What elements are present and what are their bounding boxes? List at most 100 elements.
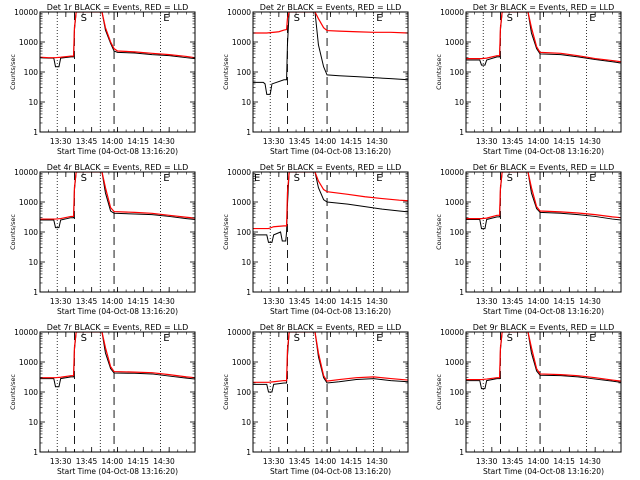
x-axis-label: Start Time (04-Oct-08 13:16:20) xyxy=(57,307,178,316)
x-tick-label: 14:00 xyxy=(315,457,337,466)
y-tick-label: 10000 xyxy=(14,328,38,337)
lld-series-line xyxy=(40,172,195,220)
y-axis-label: Counts/sec xyxy=(435,54,443,90)
lld-series-line xyxy=(253,12,408,34)
y-tick-label: 1000 xyxy=(232,198,251,207)
y-tick-label: 1000 xyxy=(232,358,251,367)
x-tick-label: 14:00 xyxy=(528,297,550,306)
panel-title: Det 6r BLACK = Events, RED = LLD xyxy=(473,163,615,172)
plot-frame xyxy=(39,11,196,133)
lld-series-line xyxy=(466,332,621,382)
panel-title: Det 4r BLACK = Events, RED = LLD xyxy=(47,163,189,172)
y-axis-label: Counts/sec xyxy=(9,374,17,410)
x-tick-label: 14:00 xyxy=(315,297,337,306)
y-tick-label: 1 xyxy=(459,288,464,297)
marker-e: E xyxy=(589,13,595,24)
x-tick-label: 14:15 xyxy=(553,137,575,146)
panel-title: Det 8r BLACK = Events, RED = LLD xyxy=(260,323,402,332)
y-axis-label: Counts/sec xyxy=(435,214,443,250)
events-series-line xyxy=(466,332,621,390)
plot-frame xyxy=(465,11,622,133)
x-tick-label: 14:15 xyxy=(553,457,575,466)
panel-6: 1 10 100 1000 10000 13:30 13:45 14:00 14:15 14:30… xyxy=(435,163,622,316)
marker-s: S xyxy=(507,13,513,24)
x-tick-label: 13:30 xyxy=(476,457,498,466)
plot-frame xyxy=(465,331,622,453)
panel-7: 1 10 100 1000 10000 13:30 13:45 14:00 14:15 14:30… xyxy=(9,323,196,476)
x-axis-label: Start Time (04-Oct-08 13:16:20) xyxy=(483,467,604,476)
x-tick-label: 13:30 xyxy=(50,297,72,306)
y-axis-label: Counts/sec xyxy=(9,214,17,250)
events-series-line xyxy=(253,332,408,393)
y-tick-label: 10 xyxy=(241,258,251,267)
events-series-line xyxy=(253,172,408,243)
x-tick-label: 14:15 xyxy=(553,297,575,306)
y-tick-label: 1 xyxy=(33,288,38,297)
x-axis-label: Start Time (04-Oct-08 13:16:20) xyxy=(57,467,178,476)
plot-frame xyxy=(252,171,409,293)
y-tick-label: 10000 xyxy=(227,168,251,177)
x-tick-label: 13:30 xyxy=(50,457,72,466)
y-tick-label: 1000 xyxy=(19,38,38,47)
y-tick-label: 10 xyxy=(454,258,464,267)
y-tick-label: 10000 xyxy=(440,168,464,177)
y-tick-label: 10 xyxy=(28,258,38,267)
y-tick-label: 1 xyxy=(459,448,464,457)
y-axis-label: Counts/sec xyxy=(222,54,230,90)
x-axis-label: Start Time (04-Oct-08 13:16:20) xyxy=(483,147,604,156)
x-axis-label: Start Time (04-Oct-08 13:16:20) xyxy=(483,307,604,316)
x-tick-label: 14:15 xyxy=(127,297,149,306)
y-tick-label: 10000 xyxy=(440,328,464,337)
plot-frame xyxy=(465,171,622,293)
plot-frame xyxy=(252,331,409,453)
x-tick-label: 13:30 xyxy=(476,137,498,146)
x-tick-label: 14:15 xyxy=(340,457,362,466)
x-tick-label: 13:45 xyxy=(502,137,524,146)
plot-frame xyxy=(39,171,196,293)
x-tick-label: 13:45 xyxy=(502,297,524,306)
y-tick-label: 100 xyxy=(237,388,252,397)
x-axis-label: Start Time (04-Oct-08 13:16:20) xyxy=(270,307,391,316)
events-series-line xyxy=(40,172,195,229)
events-series-line xyxy=(466,172,621,230)
x-tick-label: 14:30 xyxy=(366,137,388,146)
y-tick-label: 10000 xyxy=(227,328,251,337)
y-tick-label: 10 xyxy=(241,98,251,107)
lld-series-line xyxy=(40,332,195,379)
x-tick-label: 13:30 xyxy=(263,297,285,306)
y-tick-label: 100 xyxy=(237,228,252,237)
y-tick-label: 1000 xyxy=(445,358,464,367)
panel-title: Det 2r BLACK = Events, RED = LLD xyxy=(260,3,402,12)
y-tick-label: 1 xyxy=(246,128,251,137)
y-tick-label: 10000 xyxy=(14,8,38,17)
marker-s: S xyxy=(294,173,300,184)
panel-title: Det 1r BLACK = Events, RED = LLD xyxy=(47,3,189,12)
marker-s: S xyxy=(507,333,513,344)
y-tick-label: 1 xyxy=(246,448,251,457)
lld-series-line xyxy=(253,172,408,230)
x-tick-label: 14:30 xyxy=(366,457,388,466)
marker-s: S xyxy=(81,333,87,344)
events-series-line xyxy=(40,12,195,68)
x-axis-label: Start Time (04-Oct-08 13:16:20) xyxy=(270,467,391,476)
y-axis-label: Counts/sec xyxy=(222,374,230,410)
y-tick-label: 100 xyxy=(24,68,39,77)
marker-e: E xyxy=(589,173,595,184)
y-tick-label: 10 xyxy=(241,418,251,427)
y-tick-label: 100 xyxy=(450,228,465,237)
marker-e: E xyxy=(163,13,169,24)
y-tick-label: 1 xyxy=(33,448,38,457)
panel-9: 1 10 100 1000 10000 13:30 13:45 14:00 14:15 14:30… xyxy=(435,323,622,476)
x-tick-label: 13:45 xyxy=(502,457,524,466)
x-tick-label: 14:00 xyxy=(528,457,550,466)
panel-8: 1 10 100 1000 10000 13:30 13:45 14:00 14:15 14:30… xyxy=(222,323,409,476)
x-axis-label: Start Time (04-Oct-08 13:16:20) xyxy=(270,147,391,156)
x-tick-label: 14:30 xyxy=(153,457,175,466)
x-tick-label: 13:45 xyxy=(289,137,311,146)
y-tick-label: 10000 xyxy=(227,8,251,17)
x-tick-label: 14:00 xyxy=(315,137,337,146)
y-axis-label: Counts/sec xyxy=(222,214,230,250)
x-tick-label: 13:30 xyxy=(263,137,285,146)
x-tick-label: 14:30 xyxy=(153,297,175,306)
marker-s: S xyxy=(81,173,87,184)
